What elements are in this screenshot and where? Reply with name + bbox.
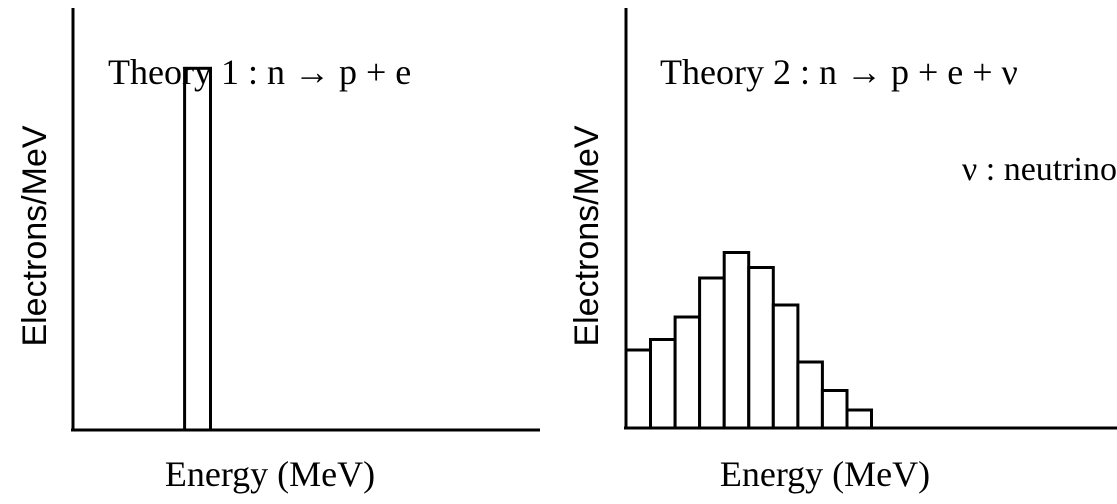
theory-2-bar-8 xyxy=(796,360,824,430)
neutrino-annotation: ν : neutrino xyxy=(962,151,1117,188)
theory-1-y-label: Electrons/MeV xyxy=(16,125,54,346)
theory-2-y-label: Electrons/MeV xyxy=(568,125,606,346)
theory-2-bars xyxy=(624,251,873,430)
theory-2-panel: Theory 2 : n → p + e + ν ν : neutrino El… xyxy=(568,8,1117,494)
theory-2-bar-3 xyxy=(673,315,702,430)
theory-2-title: Theory 2 : n → p + e + ν xyxy=(660,52,1018,92)
theory-1-title: Theory 1 : n → p + e xyxy=(108,52,411,92)
theory-2-bar-7 xyxy=(771,303,800,430)
theory-1-bars xyxy=(183,66,213,432)
theory-2-bar-2 xyxy=(649,338,677,430)
theory-2-bar-9 xyxy=(820,389,849,430)
theory-2-bar-6 xyxy=(747,266,775,430)
theory-1-x-label: Energy (MeV) xyxy=(165,454,375,494)
theory-2-bar-10 xyxy=(845,408,873,430)
theory-2-bar-4 xyxy=(698,276,726,430)
theory-2-bar-1 xyxy=(624,348,652,430)
theory-1-panel: Theory 1 : n → p + e Electrons/MeV Energ… xyxy=(16,8,540,494)
theory-1-bar-1 xyxy=(183,66,213,432)
theory-2-bar-5 xyxy=(722,251,751,430)
theory-2-x-label: Energy (MeV) xyxy=(720,454,930,494)
